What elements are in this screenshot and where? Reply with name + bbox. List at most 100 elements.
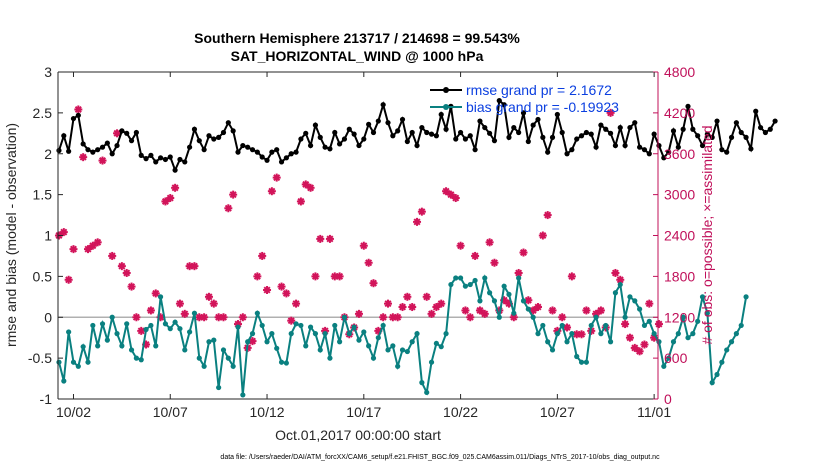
bias-point	[724, 347, 730, 353]
bias-point	[283, 360, 289, 366]
obs-assimilated-marker	[79, 153, 88, 162]
obs-marker-stroke	[408, 303, 416, 311]
obs-marker-stroke	[490, 259, 498, 267]
obs-marker-stroke	[128, 283, 136, 291]
obs-assimilated-marker	[364, 258, 373, 267]
obs-marker-stroke	[524, 296, 532, 304]
obs-assimilated-marker	[335, 272, 344, 281]
obs-assimilated-marker	[466, 313, 475, 322]
bias-point	[467, 281, 473, 288]
obs-assimilated-marker	[369, 279, 378, 288]
bias-point	[535, 331, 541, 337]
rmse-point	[709, 134, 715, 140]
bias-point	[303, 343, 309, 349]
bias-point	[119, 343, 125, 349]
obs-marker-stroke	[539, 231, 547, 240]
rmse-point	[453, 136, 459, 142]
bias-point	[85, 359, 91, 365]
bias-point	[743, 294, 749, 300]
obs-assimilated-marker	[175, 299, 184, 308]
bias-point	[274, 345, 280, 351]
y-right-tick-label: 2400	[664, 228, 695, 244]
rmse-point	[564, 151, 570, 157]
obs-marker-stroke	[486, 238, 494, 246]
bias-point	[487, 290, 493, 296]
obs-assimilated-marker	[408, 303, 417, 312]
rmse-point	[748, 146, 754, 152]
y-left-tick-label: 2	[44, 146, 52, 162]
rmse-point	[467, 133, 473, 139]
bias-point	[153, 343, 159, 349]
bias-point	[278, 359, 285, 365]
rmse-point	[346, 126, 352, 132]
rmse-point	[578, 133, 585, 139]
obs-marker-stroke	[355, 310, 363, 318]
bias-point	[733, 331, 739, 337]
bias-point	[656, 339, 662, 345]
y-right-tick-label: 1800	[664, 268, 695, 284]
rmse-point	[167, 154, 173, 160]
obs-assimilated-marker	[287, 316, 296, 325]
bias-point	[641, 322, 648, 329]
obs-assimilated-marker	[190, 262, 199, 271]
obs-marker-stroke	[437, 300, 445, 308]
rmse-point	[690, 126, 696, 132]
obs-assimilated-marker	[69, 245, 78, 254]
rmse-point	[99, 144, 106, 150]
obs-assimilated-marker	[151, 289, 160, 298]
rmse-point	[162, 156, 169, 163]
x-tick-label: 10/02	[56, 404, 91, 420]
obs-marker-stroke	[161, 197, 169, 205]
rmse-point	[288, 151, 294, 157]
bias-point	[414, 331, 420, 337]
chart-title-line1: Southern Hemisphere 213717 / 214698 = 99…	[194, 30, 520, 46]
obs-marker-stroke	[510, 313, 518, 321]
bias-point	[216, 384, 222, 391]
obs-marker-stroke	[108, 252, 116, 260]
obs-marker-stroke	[369, 279, 377, 287]
bias-point	[235, 324, 241, 330]
rmse-point	[187, 144, 193, 150]
obs-marker-stroke	[263, 286, 271, 294]
bias-point	[651, 331, 657, 337]
rmse-point	[104, 140, 110, 146]
rmse-point	[637, 144, 643, 150]
rmse-point	[525, 138, 531, 145]
rmse-point	[409, 129, 415, 136]
bias-point	[549, 347, 556, 353]
plot-area	[58, 72, 658, 399]
rmse-point	[317, 134, 323, 140]
obs-assimilated-marker	[224, 204, 233, 213]
rmse-point	[540, 134, 546, 140]
obs-assimilated-marker	[645, 299, 654, 308]
y-left-tick-label: 1.5	[33, 187, 53, 203]
obs-marker-stroke	[176, 300, 184, 308]
obs-marker-stroke	[597, 306, 605, 314]
rmse-point	[235, 149, 241, 155]
bias-point	[719, 359, 725, 365]
chart-title-line2: SAT_HORIZONTAL_WIND @ 1000 hPa	[231, 48, 484, 64]
obs-marker-stroke	[181, 310, 189, 318]
bias-point	[516, 275, 522, 281]
bias-point	[666, 355, 672, 361]
rmse-point	[651, 131, 657, 137]
rmse-point	[549, 134, 556, 140]
obs-assimilated-marker	[625, 333, 634, 342]
bias-point	[545, 339, 551, 345]
rmse-point	[245, 144, 251, 150]
obs-marker-stroke	[253, 272, 261, 280]
legend-bias-label: bias grand pr = -0.19923	[466, 99, 619, 115]
obs-marker-stroke	[219, 313, 227, 321]
obs-marker-stroke	[418, 208, 426, 216]
y-left-tick-label: 1	[44, 228, 52, 244]
obs-marker-stroke	[563, 323, 571, 331]
bias-point	[124, 321, 130, 327]
obs-assimilated-marker	[519, 248, 528, 257]
rmse-point	[119, 128, 125, 134]
rmse-point	[472, 147, 478, 153]
rmse-point	[177, 156, 183, 163]
rmse-point	[90, 149, 96, 155]
rmse-point	[767, 126, 773, 132]
obs-marker-stroke	[132, 313, 140, 321]
obs-marker-stroke	[461, 306, 469, 314]
